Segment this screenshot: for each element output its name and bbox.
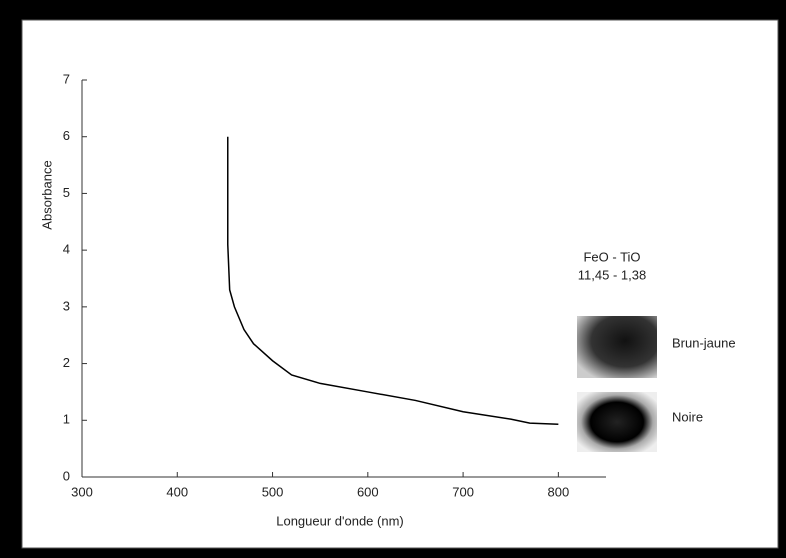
x-tick-label: 500 bbox=[262, 484, 284, 499]
y-tick-label: 4 bbox=[63, 242, 70, 257]
sample-photo bbox=[577, 316, 657, 378]
x-tick-label: 300 bbox=[71, 484, 93, 499]
annotation: Noire bbox=[672, 409, 703, 424]
annotation: FeO - TiO bbox=[583, 249, 640, 264]
x-axis-label: Longueur d'onde (nm) bbox=[276, 513, 404, 528]
y-tick-label: 3 bbox=[63, 298, 70, 313]
sample-photo bbox=[577, 392, 657, 452]
frame bbox=[22, 20, 778, 548]
y-tick-label: 5 bbox=[63, 185, 70, 200]
y-tick-label: 0 bbox=[63, 468, 70, 483]
y-axis-label: Absorbance bbox=[39, 160, 54, 229]
x-tick-label: 700 bbox=[452, 484, 474, 499]
y-tick-label: 2 bbox=[63, 355, 70, 370]
x-tick-label: 400 bbox=[166, 484, 188, 499]
y-tick-label: 1 bbox=[63, 412, 70, 427]
x-tick-label: 800 bbox=[548, 484, 570, 499]
x-tick-label: 600 bbox=[357, 484, 379, 499]
annotation: 11,45 - 1,38 bbox=[578, 267, 646, 282]
y-tick-label: 6 bbox=[63, 128, 70, 143]
annotation: Brun-jaune bbox=[672, 335, 736, 350]
y-tick-label: 7 bbox=[63, 71, 70, 86]
chart: FeO - TiO 11,45 - 1,38 Brun-jaune Noire … bbox=[0, 0, 786, 558]
